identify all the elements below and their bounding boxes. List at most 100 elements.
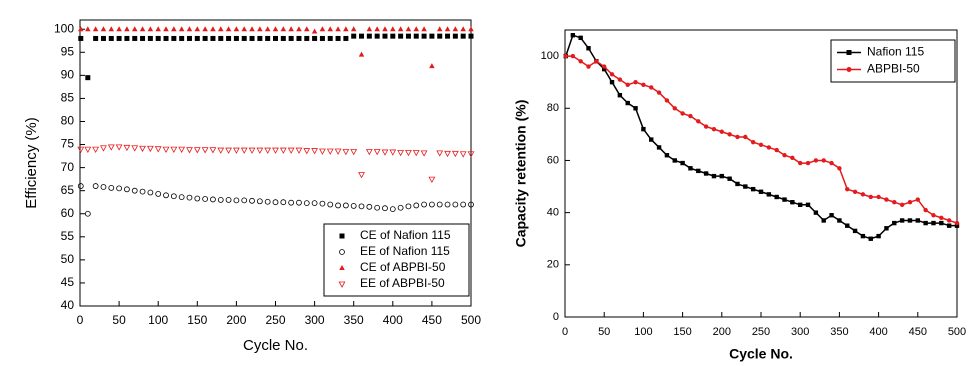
y-axis-label: Efficiency (%) bbox=[23, 117, 40, 208]
marker bbox=[131, 145, 139, 152]
marker bbox=[296, 26, 302, 32]
marker bbox=[201, 147, 209, 154]
marker bbox=[735, 134, 740, 140]
marker bbox=[609, 79, 615, 85]
marker bbox=[85, 26, 91, 32]
marker bbox=[272, 199, 279, 206]
marker bbox=[186, 194, 193, 201]
marker bbox=[342, 202, 349, 209]
marker bbox=[915, 197, 920, 202]
marker bbox=[641, 82, 646, 87]
x-tick-label: 100 bbox=[634, 326, 652, 338]
x-tick-label: 200 bbox=[713, 326, 731, 338]
marker bbox=[319, 200, 326, 207]
marker bbox=[907, 218, 913, 223]
marker bbox=[295, 147, 303, 154]
marker bbox=[108, 185, 115, 191]
marker bbox=[339, 249, 345, 255]
marker bbox=[578, 35, 583, 41]
marker bbox=[774, 147, 779, 153]
marker bbox=[790, 200, 795, 205]
legend-label: CE of Nafion 115 bbox=[360, 228, 451, 242]
x-tick-label: 100 bbox=[148, 313, 168, 327]
marker bbox=[766, 145, 772, 150]
legend-label: CE of ABPBI-50 bbox=[360, 260, 446, 274]
marker bbox=[154, 146, 162, 153]
marker bbox=[633, 106, 638, 111]
marker bbox=[155, 191, 162, 197]
marker bbox=[210, 35, 216, 41]
marker bbox=[845, 186, 850, 192]
marker bbox=[845, 223, 850, 228]
marker bbox=[451, 150, 459, 158]
marker bbox=[445, 33, 451, 39]
marker bbox=[304, 26, 310, 32]
marker bbox=[248, 147, 256, 154]
marker bbox=[304, 35, 310, 41]
marker bbox=[782, 197, 787, 202]
marker bbox=[735, 181, 740, 187]
marker bbox=[366, 33, 372, 39]
marker bbox=[256, 198, 263, 205]
marker bbox=[876, 194, 881, 200]
marker bbox=[460, 33, 466, 39]
marker bbox=[162, 146, 170, 153]
marker bbox=[318, 148, 326, 155]
legend-label: EE of ABPBI-50 bbox=[360, 276, 445, 290]
y-tick-label: 50 bbox=[61, 252, 75, 266]
marker bbox=[405, 149, 412, 157]
marker bbox=[758, 142, 764, 147]
marker bbox=[656, 145, 662, 150]
marker bbox=[641, 126, 646, 132]
marker bbox=[680, 111, 685, 116]
marker bbox=[116, 35, 122, 41]
marker bbox=[358, 172, 365, 179]
marker bbox=[750, 139, 756, 145]
marker bbox=[743, 134, 748, 140]
marker bbox=[358, 51, 365, 57]
marker bbox=[210, 26, 216, 32]
marker bbox=[672, 158, 677, 163]
marker bbox=[829, 213, 834, 218]
marker bbox=[108, 26, 115, 32]
marker bbox=[688, 166, 693, 171]
marker bbox=[860, 192, 866, 197]
marker bbox=[390, 26, 396, 32]
marker bbox=[249, 35, 255, 41]
x-tick-label: 400 bbox=[869, 326, 887, 338]
marker bbox=[703, 171, 709, 176]
legend-box bbox=[323, 223, 470, 297]
marker bbox=[210, 196, 216, 203]
marker bbox=[232, 147, 240, 154]
y-tick-label: 75 bbox=[61, 137, 75, 151]
marker bbox=[672, 106, 677, 111]
marker bbox=[413, 202, 420, 209]
marker bbox=[366, 203, 373, 210]
marker bbox=[868, 236, 873, 241]
marker bbox=[343, 26, 349, 32]
marker bbox=[241, 35, 247, 41]
marker bbox=[743, 184, 748, 189]
marker bbox=[444, 201, 451, 208]
marker bbox=[225, 26, 232, 32]
marker bbox=[365, 149, 373, 156]
y-tick-label: 100 bbox=[541, 50, 559, 62]
marker bbox=[84, 210, 91, 217]
y-tick-label: 85 bbox=[61, 91, 75, 105]
marker bbox=[405, 26, 412, 32]
marker bbox=[312, 35, 318, 41]
marker bbox=[288, 199, 295, 206]
marker bbox=[382, 205, 388, 212]
marker bbox=[578, 59, 583, 64]
marker bbox=[296, 35, 302, 41]
marker bbox=[256, 147, 264, 154]
marker bbox=[155, 26, 161, 32]
x-tick-label: 450 bbox=[422, 313, 442, 327]
marker bbox=[428, 201, 435, 208]
marker bbox=[821, 158, 826, 163]
marker bbox=[389, 149, 397, 156]
marker bbox=[946, 223, 952, 228]
marker bbox=[123, 144, 131, 152]
marker bbox=[84, 146, 92, 153]
